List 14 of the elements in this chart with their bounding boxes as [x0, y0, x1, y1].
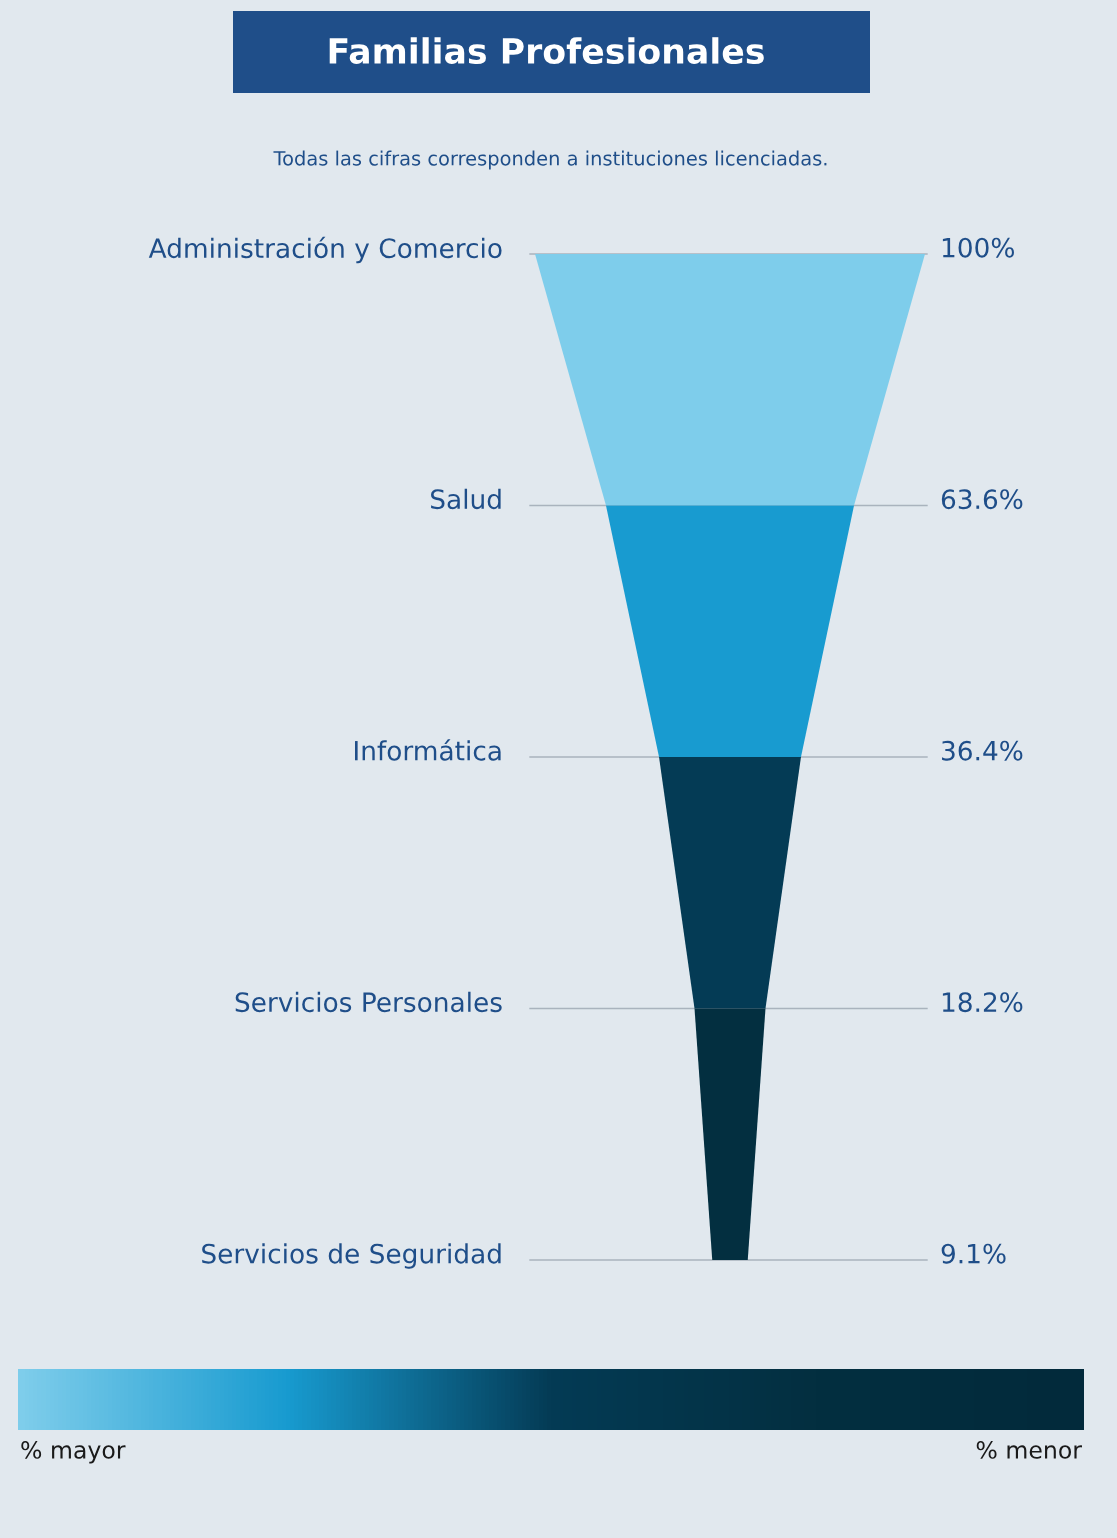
- data-label: 63.6%: [941, 489, 1023, 510]
- text: Familias Profesionales: [329, 37, 764, 65]
- category-label: Informática: [355, 739, 501, 761]
- text: Todas las cifras corresponden a instituciones licenciadas.: [273, 150, 827, 170]
- data-label: 18.2%: [942, 992, 1023, 1013]
- category-label: Servicios de Seguridad: [202, 1243, 501, 1269]
- text: % menor: [976, 1440, 1082, 1459]
- category-label: Servicios Personales: [235, 991, 502, 1013]
- text: % mayor: [21, 1440, 126, 1464]
- data-label: 9.1%: [941, 1243, 1006, 1264]
- category-label: Administración y Comercio: [148, 236, 502, 264]
- data-label: 100%: [942, 237, 1014, 258]
- category-label: Salud: [431, 488, 501, 510]
- data-label: 36.4%: [942, 740, 1023, 761]
